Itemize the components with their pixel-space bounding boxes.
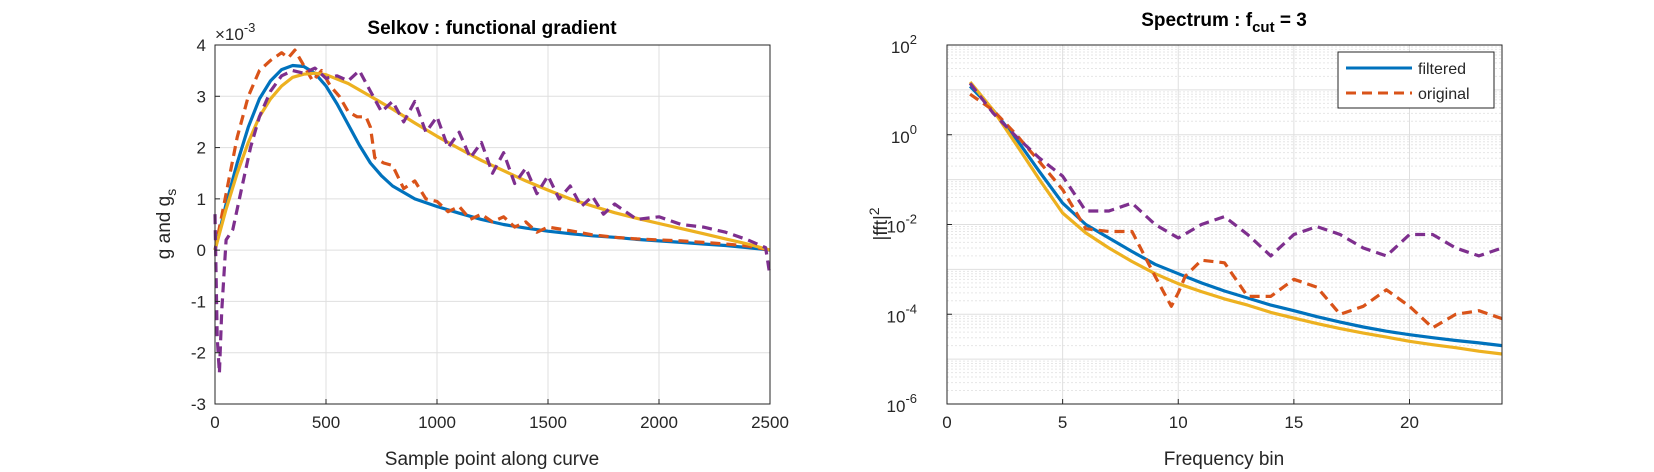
right-xtick-label: 10	[1169, 413, 1188, 432]
right-title-sub: cut	[1252, 19, 1275, 36]
right-ytick-label: 10-4	[887, 301, 917, 326]
right-ytick-base: 10	[891, 38, 910, 57]
right-ytick-power: 2	[910, 32, 917, 47]
right-series-orange	[969, 92, 1503, 330]
left-series-yellow	[213, 71, 771, 252]
right-series	[968, 80, 1503, 356]
left-ytick-label: 0	[197, 241, 206, 260]
right-ytick-label: 10-6	[887, 391, 917, 416]
right-series-purple	[968, 82, 1503, 258]
right-ytick-base: 10	[887, 218, 906, 237]
left-ylabel: g and gs	[154, 189, 179, 259]
left-exponent-power: -3	[244, 20, 256, 35]
right-title: Spectrum : fcut = 3	[1141, 10, 1307, 36]
left-ticks: 0 500 1000 1500 2000 2500 -3 -2 -1 0 1 2 3 4	[191, 36, 789, 432]
left-title: Selkov : functional gradient	[367, 18, 617, 39]
legend-label-filtered: filtered	[1418, 61, 1466, 78]
left-series-orange	[213, 48, 771, 252]
left-exponent-label: ×10-3	[215, 20, 255, 44]
right-ytick-base: 10	[887, 397, 906, 416]
right-title-tail: = 3	[1275, 10, 1307, 31]
left-ytick-label: -2	[191, 344, 206, 363]
left-ytick-label: 2	[197, 139, 206, 158]
left-xtick-label: 1500	[529, 413, 567, 432]
right-ytick-label: 100	[891, 122, 917, 147]
right-ylabel-sup: 2	[866, 207, 882, 215]
left-xtick-label: 500	[312, 413, 340, 432]
right-xlabel: Frequency bin	[1164, 449, 1284, 470]
left-axes: 0 500 1000 1500 2000 2500 -3 -2 -1 0 1 2 3 4 Selkov :…	[154, 18, 789, 470]
left-ytick-label: -3	[191, 395, 206, 414]
right-xtick-label: 20	[1400, 413, 1419, 432]
right-title-main: Spectrum : f	[1141, 10, 1253, 31]
right-ytick-label: 102	[891, 32, 917, 57]
left-xlabel: Sample point along curve	[385, 449, 599, 470]
left-series-purple	[213, 66, 772, 375]
right-series-yellow	[968, 80, 1503, 356]
right-ytick-power: -6	[905, 391, 917, 406]
right-xtick-label: 0	[942, 413, 951, 432]
right-ytick-power: -4	[905, 301, 917, 316]
left-ytick-label: 1	[197, 190, 206, 209]
right-ytick-base: 10	[891, 128, 910, 147]
left-xtick-label: 2000	[640, 413, 678, 432]
right-series-blue	[968, 85, 1503, 348]
left-ylabel-main: g and g	[154, 196, 175, 259]
left-ytick-label: 4	[197, 36, 206, 55]
legend-box	[1337, 51, 1495, 109]
right-ytick-power: 0	[910, 122, 917, 137]
right-ytick-base: 10	[887, 307, 906, 326]
legend-label-original: original	[1418, 86, 1470, 103]
left-axes-box	[214, 44, 771, 405]
legend: filtered original	[1337, 51, 1495, 109]
right-ytick-power: -2	[905, 212, 917, 227]
left-xtick-label: 1000	[418, 413, 456, 432]
right-ytick-label: 10-2	[887, 212, 917, 237]
right-gridlines	[946, 44, 1502, 405]
right-ylabel-main: |fft|	[871, 215, 892, 240]
left-exponent-prefix: ×10	[215, 25, 244, 44]
left-ytick-label: -1	[191, 292, 206, 311]
right-xtick-label: 5	[1058, 413, 1067, 432]
left-ylabel-sub: s	[163, 189, 179, 196]
left-xtick-label: 0	[210, 413, 219, 432]
right-xtick-label: 15	[1284, 413, 1303, 432]
right-ylabel: |fft|2	[866, 207, 892, 240]
left-ytick-label: 3	[197, 87, 206, 106]
left-xtick-label: 2500	[751, 413, 789, 432]
left-series	[213, 48, 772, 375]
